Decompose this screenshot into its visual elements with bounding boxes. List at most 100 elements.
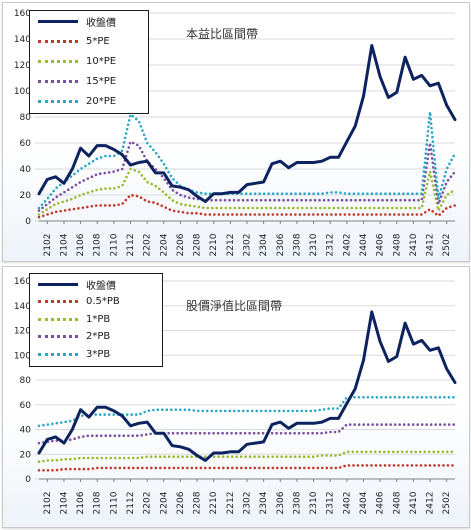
- legend-label: 5*PE: [86, 35, 110, 47]
- series-line-band-1: [37, 464, 457, 472]
- x-tick-label: 2108: [93, 491, 103, 514]
- x-tick-label: 2206: [176, 491, 186, 514]
- x-tick-label: 2212: [226, 492, 236, 515]
- x-tick-label: 2410: [409, 233, 419, 256]
- chart-legend: 收盤價 0.5*PB 1*PB 2*PB 3*PB: [29, 273, 163, 367]
- x-tick-label: 2108: [93, 233, 103, 256]
- x-tick-label: 2112: [126, 234, 136, 257]
- x-tick-label: 2304: [259, 233, 269, 256]
- x-tick-label: 2104: [59, 233, 69, 256]
- y-tick-label: 100: [14, 351, 31, 361]
- x-tick-label: 2204: [159, 491, 169, 514]
- series-line-band-3: [37, 423, 457, 445]
- x-tick-label: 2502: [442, 234, 452, 257]
- x-tick-label: 2402: [342, 492, 352, 515]
- x-tick-label: 2312: [326, 492, 336, 515]
- chart-legend: 收盤價 5*PE 10*PE 15*PE 20*PE: [29, 10, 149, 114]
- pb-band-chart-panel: 0 20 40 60 80 100 120 140 160 2102 2104 2106 2108 211…: [2, 266, 470, 528]
- y-tick-label: 120: [14, 327, 31, 337]
- x-tick-label: 2410: [409, 491, 419, 514]
- series-line-band-3: [37, 140, 457, 212]
- x-tick-label: 2212: [226, 234, 236, 257]
- x-tick-label: 2402: [342, 234, 352, 257]
- y-tick-label: 60: [20, 139, 32, 149]
- x-tick-label: 2208: [193, 233, 203, 256]
- chart-title: 本益比區間帶: [186, 27, 259, 41]
- legend-item: 15*PE: [30, 74, 116, 88]
- y-tick-label: 20: [20, 450, 32, 460]
- legend-item: 5*PE: [30, 34, 110, 48]
- x-tick-label: 2502: [442, 492, 452, 515]
- legend-swatch: [38, 59, 78, 63]
- legend-label: 3*PB: [86, 348, 111, 360]
- x-tick-label: 2404: [359, 233, 369, 256]
- pe-band-chart-panel: 0 20 40 60 80 100 120 140 160 2102 2104 2106 2108 211…: [2, 2, 470, 262]
- x-tick-label: 2304: [259, 491, 269, 514]
- x-tick-label: 2204: [159, 233, 169, 256]
- x-tick-label: 2302: [243, 234, 253, 257]
- y-tick-label: 120: [14, 61, 31, 71]
- legend-item: 2*PB: [30, 330, 110, 344]
- pe-band-chart: 0 20 40 60 80 100 120 140 160 2102 2104 2106 2108 211…: [14, 9, 457, 257]
- legend-label: 2*PB: [86, 331, 111, 342]
- y-tick-label: 160: [14, 9, 31, 19]
- x-tick-label: 2310: [309, 233, 319, 256]
- x-tick-label: 2406: [376, 491, 386, 514]
- legend-label: 收盤價: [86, 17, 116, 29]
- legend-item: 20*PE: [30, 94, 116, 108]
- legend-label: 10*PE: [86, 55, 117, 67]
- y-tick-label: 0: [25, 475, 31, 485]
- legend-label: 1*PB: [86, 313, 111, 325]
- x-tick-label: 2102: [43, 492, 53, 515]
- y-tick-label: 40: [20, 426, 32, 436]
- x-tick-label: 2202: [143, 492, 153, 515]
- pb-band-chart: 0 20 40 60 80 100 120 140 160 2102 2104 2106 2108 211…: [14, 277, 457, 515]
- x-tick-label: 2206: [176, 233, 186, 256]
- legend-swatch: [38, 317, 78, 321]
- legend-item: 1*PB: [30, 312, 110, 326]
- x-tick-label: 2404: [359, 491, 369, 514]
- legend-label: 0.5*PB: [86, 296, 120, 307]
- y-tick-label: 20: [20, 191, 32, 201]
- x-tick-label: 2112: [126, 492, 136, 515]
- y-tick-label: 140: [14, 35, 31, 45]
- x-tick-label: 2306: [276, 491, 286, 514]
- y-tick-label: 140: [14, 302, 31, 312]
- y-tick-label: 0: [25, 217, 31, 227]
- series-line-band-2: [37, 450, 457, 463]
- x-axis: 2102 2104 2106 2108 2110 2112 2202 2204 2206 2208…: [39, 220, 455, 257]
- y-tick-label: 40: [20, 165, 32, 175]
- x-tick-label: 2308: [292, 233, 302, 256]
- series-line-close-price: [37, 44, 457, 203]
- x-tick-label: 2310: [309, 491, 319, 514]
- legend-swatch: [38, 282, 78, 286]
- y-tick-label: 160: [14, 277, 31, 287]
- series-line-band-4: [37, 396, 457, 428]
- legend-item: 10*PE: [30, 54, 116, 68]
- y-tick-label: 60: [20, 401, 32, 411]
- legend-swatch: [38, 300, 78, 303]
- x-tick-label: 2202: [143, 234, 153, 257]
- legend-swatch: [38, 99, 78, 103]
- x-tick-label: 2208: [193, 491, 203, 514]
- x-tick-label: 2106: [76, 233, 86, 256]
- y-tick-label: 100: [14, 87, 31, 97]
- series-line-band-1: [37, 193, 457, 219]
- x-tick-label: 2104: [59, 491, 69, 514]
- legend-item: 0.5*PB: [30, 295, 120, 309]
- x-tick-label: 2412: [426, 492, 436, 515]
- x-axis: 2102 2104 2106 2108 2110 2112 2202 2204 2206 2208…: [39, 478, 455, 515]
- legend-swatch: [38, 352, 78, 356]
- legend-swatch: [38, 335, 78, 338]
- legend-label: 收盤價: [86, 280, 116, 292]
- legend-swatch: [38, 19, 78, 23]
- x-tick-label: 2210: [209, 491, 219, 514]
- x-tick-label: 2408: [392, 491, 402, 514]
- legend-label: 20*PE: [86, 95, 117, 107]
- series-line-close-price: [37, 310, 457, 462]
- chart-title: 股價淨值比區間帶: [186, 299, 283, 313]
- legend-item: 3*PB: [30, 347, 110, 361]
- legend-swatch: [38, 39, 78, 43]
- x-tick-label: 2412: [426, 234, 436, 257]
